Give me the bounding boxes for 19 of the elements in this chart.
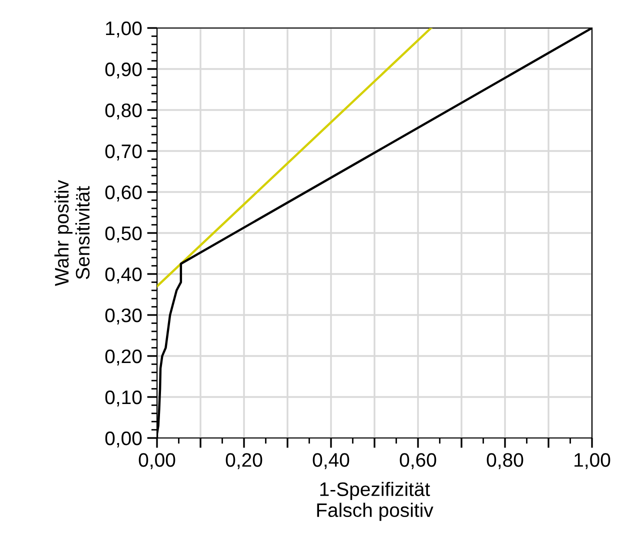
x-axis-title: 1-Spezifizität Falsch positiv xyxy=(317,482,434,521)
y-tick-label: 0,00 xyxy=(105,431,142,448)
y-tick-label: 1,00 xyxy=(106,21,142,38)
y-tick-label: 0,10 xyxy=(105,390,142,407)
y-axis-title: Wahr positiv Sensitivität xyxy=(54,180,90,286)
y-tick-label: 0,40 xyxy=(105,267,142,284)
y-tick-label: 0,60 xyxy=(105,185,142,202)
x-tick-label: 0,20 xyxy=(226,453,262,470)
y-tick-label: 0,20 xyxy=(105,349,142,366)
x-tick-label: 0,00 xyxy=(138,453,176,470)
y-tick-label: 0,30 xyxy=(105,308,142,325)
x-tick-label: 1,00 xyxy=(574,453,610,470)
x-tick-label: 0,80 xyxy=(486,453,524,470)
y-tick-label: 0,80 xyxy=(105,103,142,120)
x-tick-label: 0,60 xyxy=(400,453,436,470)
y-tick-label: 0,90 xyxy=(105,62,142,79)
y-tick-label: 0,50 xyxy=(105,226,142,243)
x-tick-label: 0,40 xyxy=(312,453,350,470)
y-tick-label: 0,70 xyxy=(105,144,142,161)
